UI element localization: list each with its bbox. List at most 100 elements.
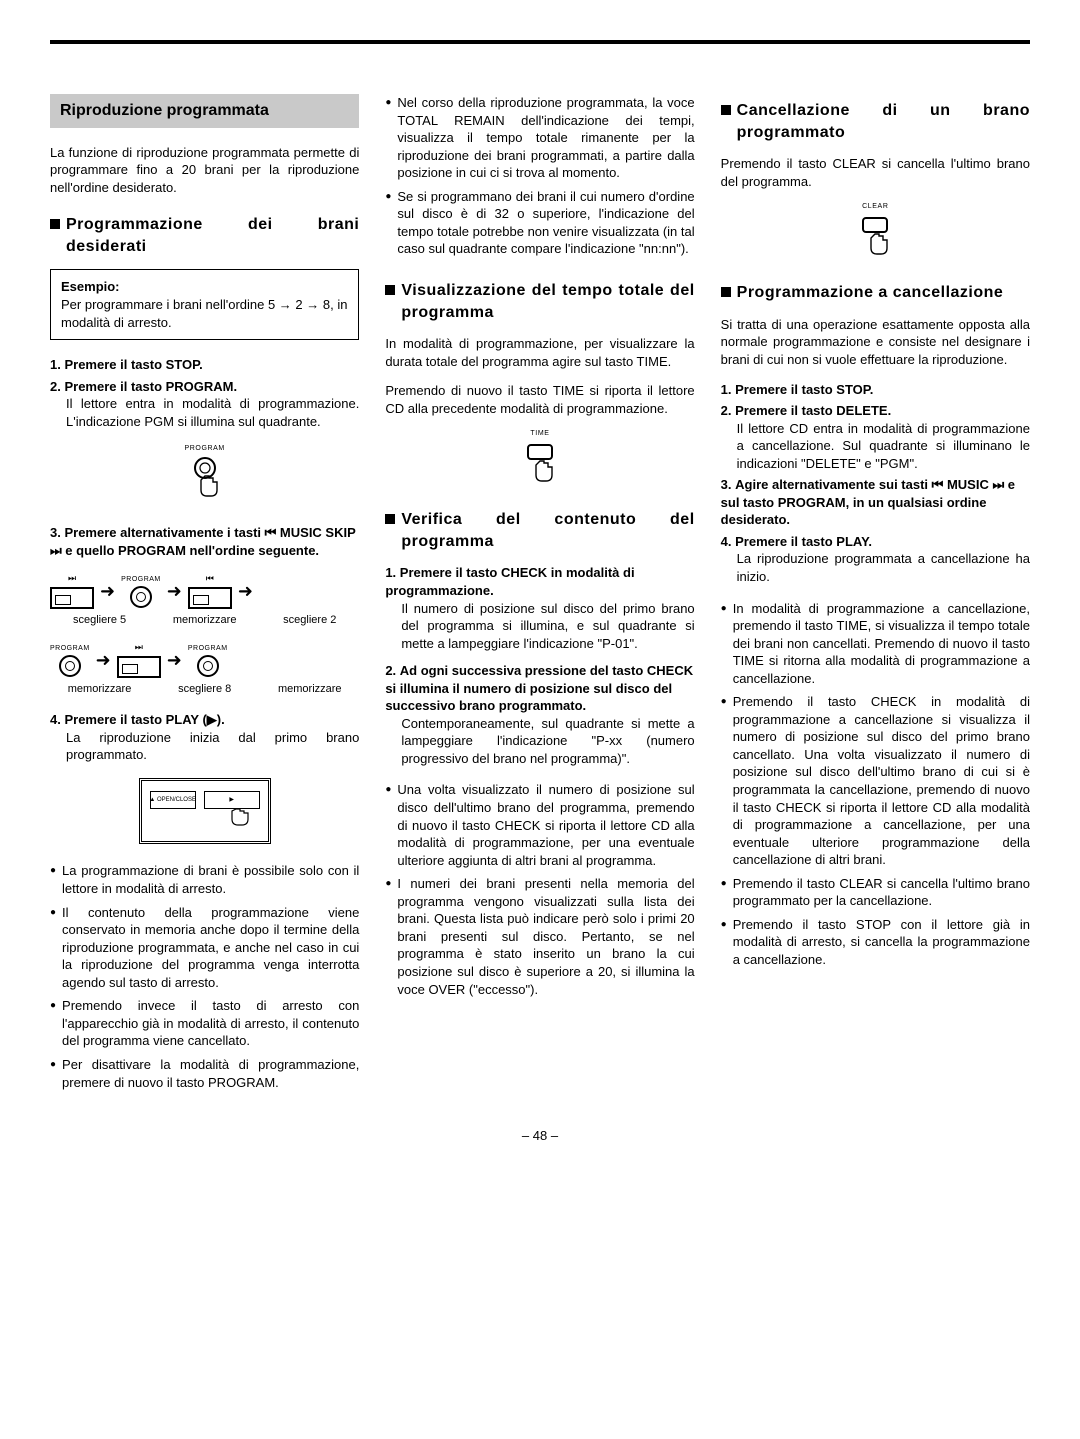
step-num: 4.: [721, 534, 732, 549]
step-1: 1. Premere il tasto STOP.: [50, 356, 359, 374]
cancel-para: Premendo il tasto CLEAR si cancella l'ul…: [721, 155, 1030, 190]
step-4: 4. Premere il tasto PLAY (▶). La riprodu…: [50, 711, 359, 764]
bullet-text: Premendo invece il tasto di arresto con …: [62, 997, 359, 1050]
program-button-icon: PROGRAM: [50, 444, 359, 506]
arrow-icon: ➜: [96, 648, 111, 672]
icon-label: TIME: [385, 429, 694, 438]
step-title: Premere il tasto DELETE.: [735, 403, 891, 418]
icon-label: CLEAR: [721, 202, 1030, 211]
step-title: Ad ogni successiva pressione del tasto C…: [385, 663, 693, 713]
step-num: 1.: [385, 565, 396, 580]
hand-press-icon: [187, 456, 223, 502]
square-bullet-icon: [50, 219, 60, 229]
top-rule: [50, 40, 1030, 44]
program-knob-icon: PROGRAM: [121, 575, 161, 608]
example-body: Per programmare i brani nell'ordine 5 → …: [61, 296, 348, 331]
step-4-wrap: 4. Premere il tasto PLAY (▶). La riprodu…: [50, 711, 359, 764]
step-body: La riproduzione inizia dal primo brano p…: [66, 729, 359, 764]
step-body: Il lettore CD entra in modalità di progr…: [737, 420, 1030, 473]
bullet-text: Se si programmano dei brani il cui numer…: [397, 188, 694, 258]
lcd-icon: ⏮: [188, 573, 232, 609]
lcd-label: ⏮: [206, 573, 214, 585]
hand-press-icon: [522, 441, 558, 487]
bullet-item: Una volta visualizzato il numero di posi…: [385, 781, 694, 869]
caption: scegliere 8: [155, 682, 254, 697]
subhead-text: Programmazione a cancella­zione: [737, 282, 1004, 304]
bullet-item: Nel corso della riproduzione programmata…: [385, 94, 694, 182]
square-bullet-icon: [721, 105, 731, 115]
step-num: 2.: [50, 379, 61, 394]
bullet-text: Per disattivare la modalità di programma…: [62, 1056, 359, 1091]
subhead-programmazione: Programmazione dei brani desiderati: [50, 214, 359, 257]
bullet-item: Per disattivare la modalità di programma…: [50, 1056, 359, 1091]
hand-pointer-icon: [150, 809, 260, 831]
example-box: Esempio: Per programmare i brani nell'or…: [50, 269, 359, 340]
lcd-label: ⏭: [68, 573, 76, 585]
verify-bullets: Una volta visualizzato il numero di posi…: [385, 781, 694, 998]
subhead-verify: Verifica del contenuto del programma: [385, 509, 694, 552]
bullet-text: Premendo il tasto CHECK in modalità di p…: [733, 693, 1030, 868]
step-2: 2. Premere il tasto PROGRAM. Il lettore …: [50, 378, 359, 431]
flow-row-1: ⏭ ➜ PROGRAM ➜ ⏮ ➜: [50, 573, 359, 609]
step-title: Premere il tasto PLAY (▶).: [64, 712, 224, 727]
caption: memorizzare: [155, 613, 254, 628]
step-num: 2.: [721, 403, 732, 418]
pc-step-1: 1. Premere il tasto STOP.: [721, 381, 1030, 399]
step-num: 4.: [50, 712, 61, 727]
bullet-text: Il contenuto della programmazione viene …: [62, 904, 359, 992]
bullet-text: I numeri dei brani presenti nella memori…: [397, 875, 694, 998]
arrow-icon: ➜: [167, 579, 182, 603]
bullet-item: La programmazione di brani è possibile s…: [50, 862, 359, 897]
column-1: Riproduzione programmata La funzione di …: [50, 94, 359, 1097]
progcanc-steps: 1. Premere il tasto STOP. 2. Premere il …: [721, 381, 1030, 586]
bullet-text: Nel corso della riproduzione programmata…: [397, 94, 694, 182]
column-2: Nel corso della riproduzione programmata…: [385, 94, 694, 1097]
step-title: Premere il tasto CHECK in modalità di pr…: [385, 565, 634, 598]
time-para2: Premendo di nuovo il tasto TIME si ripor…: [385, 382, 694, 417]
subhead-text: Cancellazione di un brano programmato: [737, 100, 1030, 143]
col1-bullets: La programmazione di brani è possibile s…: [50, 862, 359, 1091]
column-3: Cancellazione di un brano programmato Pr…: [721, 94, 1030, 1097]
program-knob-icon: PROGRAM: [50, 644, 90, 677]
arrow-icon: ➜: [238, 579, 253, 603]
step-title: Agire alternativamente sui tasti ⏮ MUSIC…: [721, 477, 1015, 527]
program-knob-icon: PROGRAM: [188, 644, 228, 677]
knob-label: PROGRAM: [121, 575, 161, 584]
bullet-text: Premendo il tasto CLEAR si cancella l'ul…: [733, 875, 1030, 910]
bullet-text: In modalità di programmazione a cancella…: [733, 600, 1030, 688]
pc-step-2: 2. Premere il tasto DELETE. Il lettore C…: [721, 402, 1030, 472]
progcanc-bullets: In modalità di programmazione a cancella…: [721, 600, 1030, 969]
bullet-item: Premendo il tasto CHECK in modalità di p…: [721, 693, 1030, 868]
flow-captions-1: scegliere 5 memorizzare scegliere 2: [50, 613, 359, 628]
bullet-item: Se si programmano dei brani il cui numer…: [385, 188, 694, 258]
remote-diagram: ▲ OPEN/CLOSE ▶: [50, 778, 359, 845]
subhead-time: Visualizzazione del tempo totale del pro…: [385, 280, 694, 323]
bullet-item: In modalità di programmazione a cancella…: [721, 600, 1030, 688]
pc-step-3: 3. Agire alternativamente sui tasti ⏮ MU…: [721, 476, 1030, 529]
knob-label: PROGRAM: [188, 644, 228, 653]
steps-list-1: 1. Premere il tasto STOP. 2. Premere il …: [50, 356, 359, 430]
btn-label: OPEN/CLOSE: [157, 796, 196, 804]
subhead-text: Verifica del contenuto del programma: [401, 509, 694, 552]
step-num: 3.: [50, 525, 61, 540]
time-para1: In modalità di programmazione, per visua…: [385, 335, 694, 370]
bullet-text: Premendo il tasto STOP con il lettore gi…: [733, 916, 1030, 969]
col2-top-bullets: Nel corso della riproduzione programmata…: [385, 94, 694, 258]
step-num: 3.: [721, 477, 732, 492]
step-num: 1.: [50, 357, 61, 372]
hand-press-icon: [857, 214, 893, 260]
pc-step-4: 4. Premere il tasto PLAY. La riproduzion…: [721, 533, 1030, 586]
step-3: 3. Premere alternativamente i tasti ⏮ MU…: [50, 524, 359, 559]
step-title: Premere il tasto STOP.: [735, 382, 873, 397]
flow-row-2: PROGRAM ➜ ⏭ ➜ PROGRAM: [50, 642, 359, 678]
play-btn-icon: ▶: [204, 791, 260, 809]
page-number: – 48 –: [50, 1127, 1030, 1145]
subhead-text: Programmazione dei brani desiderati: [66, 214, 359, 257]
square-bullet-icon: [385, 285, 395, 295]
step-title: Premere il tasto STOP.: [64, 357, 202, 372]
icon-label: PROGRAM: [50, 444, 359, 453]
step-3-wrap: 3. Premere alternativamente i tasti ⏮ MU…: [50, 524, 359, 559]
step-title: Premere il tasto PLAY.: [735, 534, 872, 549]
intro-text: La funzione di riproduzione programmata …: [50, 144, 359, 197]
subhead-cancel: Cancellazione di un brano programmato: [721, 100, 1030, 143]
